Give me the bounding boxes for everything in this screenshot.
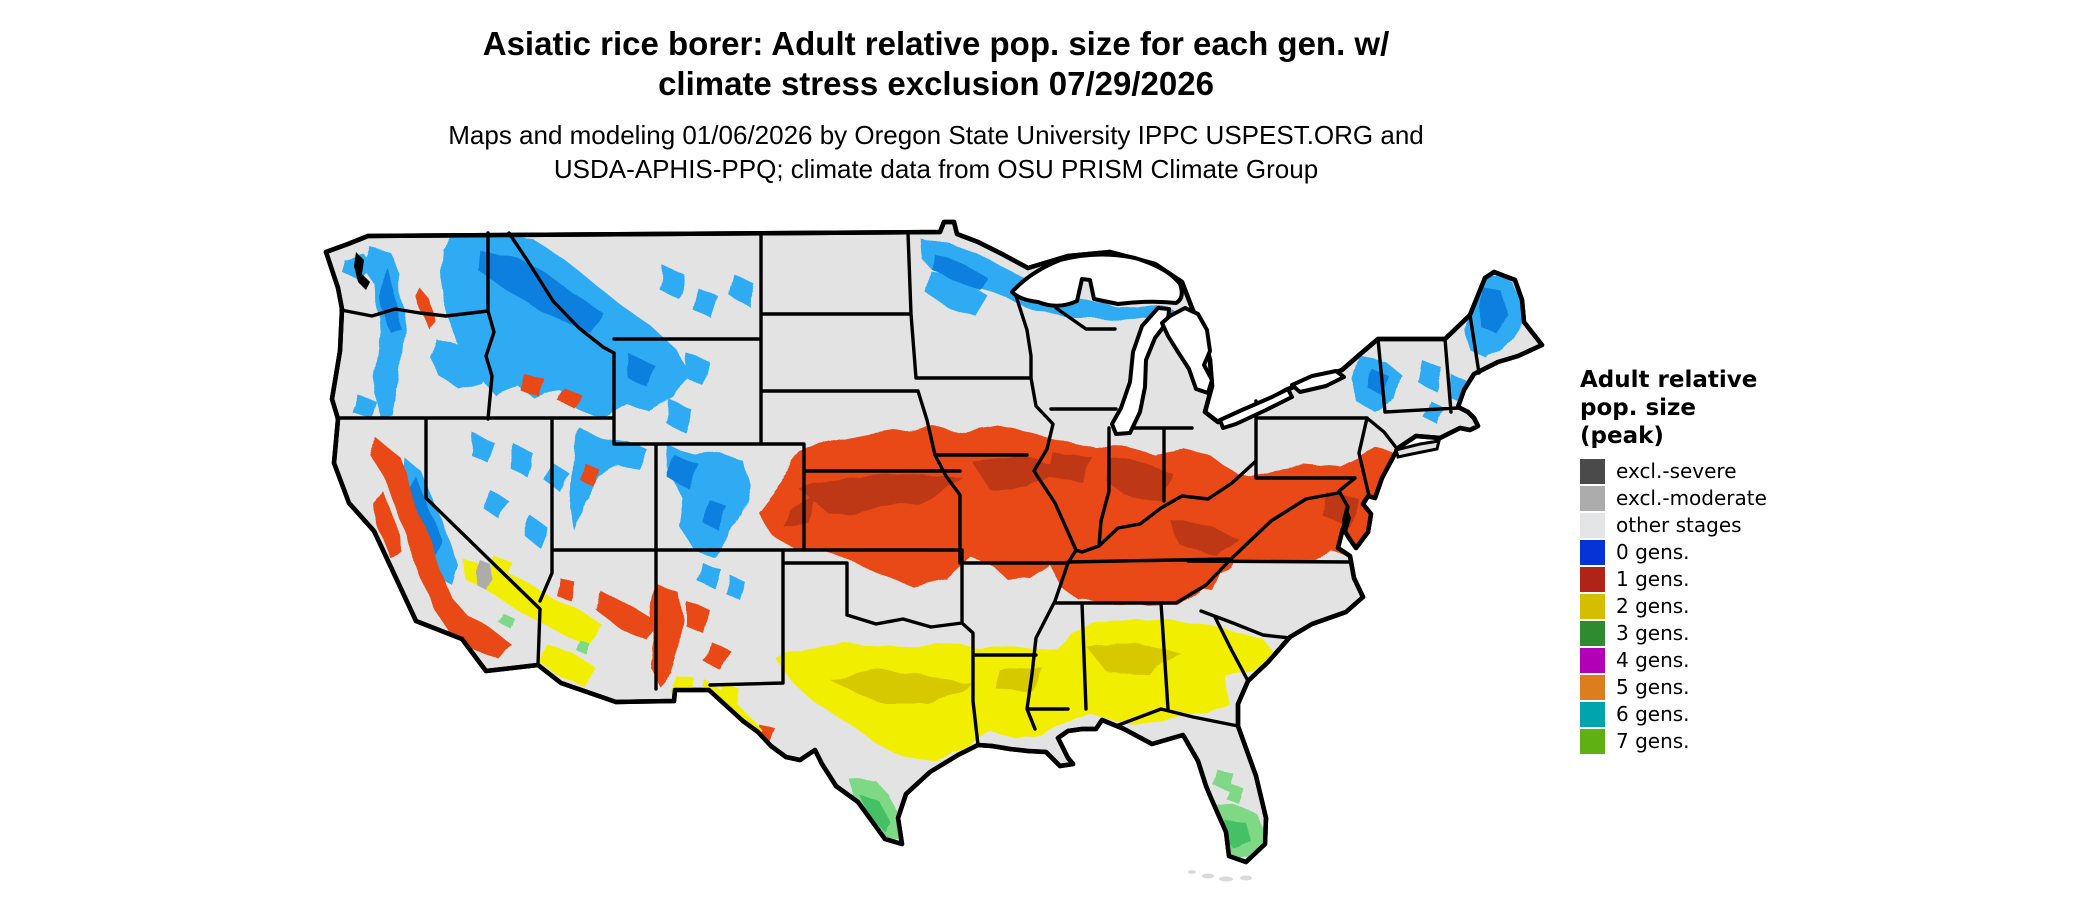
- legend-color-swatch: [1580, 459, 1605, 484]
- long-island: [1394, 439, 1442, 459]
- legend-item-label: 1 gens.: [1616, 567, 1690, 591]
- legend-item-label: excl.-severe: [1616, 459, 1737, 483]
- legend-item: excl.-moderate: [1580, 486, 1767, 511]
- legend-color-swatch: [1580, 621, 1605, 646]
- legend-color-swatch: [1580, 486, 1605, 511]
- legend-color-swatch: [1580, 648, 1605, 673]
- legend-item-label: other stages: [1616, 513, 1742, 537]
- legend-color-swatch: [1580, 675, 1605, 700]
- region-2-gens-dark: [830, 645, 1180, 705]
- region-0-gens-dark: [382, 250, 1508, 555]
- lake-ontario: [1290, 369, 1346, 394]
- legend-item: 6 gens.: [1580, 702, 1767, 727]
- lake-superior: [1010, 252, 1184, 308]
- legend-item: 3 gens.: [1580, 621, 1767, 646]
- us-map-svg: [230, 160, 1570, 882]
- legend-title: Adult relative pop. size (peak): [1580, 366, 1767, 450]
- legend-color-swatch: [1580, 729, 1605, 754]
- legend-color-swatch: [1580, 702, 1605, 727]
- legend-item: 2 gens.: [1580, 594, 1767, 619]
- page-title-line1: Asiatic rice borer: Adult relative pop. …: [482, 25, 1390, 62]
- legend-item: 4 gens.: [1580, 648, 1767, 673]
- legend-item: 7 gens.: [1580, 729, 1767, 754]
- legend-item-label: 5 gens.: [1616, 675, 1690, 699]
- legend-item: 1 gens.: [1580, 567, 1767, 592]
- legend-item-label: 7 gens.: [1616, 729, 1690, 753]
- page-subtitle-line1: Maps and modeling 01/06/2026 by Oregon S…: [448, 120, 1424, 150]
- legend-title-line2: pop. size: [1580, 395, 1697, 421]
- legend-item-label: 3 gens.: [1616, 621, 1690, 645]
- legend-item: excl.-severe: [1580, 459, 1767, 484]
- region-excl-moderate: [476, 558, 492, 592]
- page-subtitle-line2: USDA-APHIS-PPQ; climate data from OSU PR…: [553, 154, 1319, 184]
- legend-item-label: 4 gens.: [1616, 648, 1690, 672]
- legend-item-label: 0 gens.: [1616, 540, 1690, 564]
- florida-keys: [1188, 870, 1252, 882]
- us-map: [230, 160, 1570, 900]
- legend-title-line3: (peak): [1580, 423, 1664, 449]
- legend-item-label: 2 gens.: [1616, 594, 1690, 618]
- great-lakes: [1010, 252, 1346, 436]
- region-3-gens-mid: [860, 795, 1250, 850]
- page-title-line2: climate stress exclusion 07/29/2026: [658, 65, 1214, 102]
- legend-item: 0 gens.: [1580, 540, 1767, 565]
- page-title: Asiatic rice borer: Adult relative pop. …: [230, 24, 1642, 104]
- legend-title-line1: Adult relative: [1580, 367, 1758, 393]
- lake-huron: [1160, 306, 1214, 395]
- legend-item: 5 gens.: [1580, 675, 1767, 700]
- legend: Adult relative pop. size (peak) excl.-se…: [1580, 366, 1767, 756]
- legend-items: excl.-severe excl.-moderate other stages 0 …: [1580, 459, 1767, 754]
- legend-color-swatch: [1580, 513, 1605, 538]
- legend-item: other stages: [1580, 513, 1767, 538]
- legend-color-swatch: [1580, 594, 1605, 619]
- title-block: Asiatic rice borer: Adult relative pop. …: [230, 24, 1642, 186]
- legend-item-label: excl.-moderate: [1616, 486, 1767, 510]
- lake-erie: [1218, 387, 1294, 430]
- page-subtitle: Maps and modeling 01/06/2026 by Oregon S…: [230, 118, 1642, 186]
- legend-color-swatch: [1580, 540, 1605, 565]
- chesapeake-bay: [1342, 505, 1351, 532]
- puget-sound: [354, 252, 370, 290]
- state-borders: [335, 231, 1481, 747]
- legend-item-label: 6 gens.: [1616, 702, 1690, 726]
- legend-color-swatch: [1580, 567, 1605, 592]
